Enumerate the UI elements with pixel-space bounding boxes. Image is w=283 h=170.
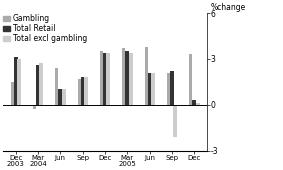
Bar xyxy=(192,100,196,105)
Bar xyxy=(145,47,148,105)
Bar xyxy=(173,105,177,137)
Bar xyxy=(62,89,66,105)
Bar xyxy=(103,53,107,105)
Bar xyxy=(11,82,14,105)
Bar xyxy=(81,77,85,105)
Bar xyxy=(189,54,192,105)
Bar xyxy=(78,79,81,105)
Bar xyxy=(129,53,133,105)
Bar xyxy=(33,105,36,109)
Text: %change: %change xyxy=(211,3,246,12)
Bar xyxy=(84,77,88,105)
Bar xyxy=(36,65,40,105)
Bar xyxy=(170,71,174,105)
Bar xyxy=(125,51,129,105)
Bar xyxy=(39,63,43,105)
Bar xyxy=(100,51,103,105)
Bar xyxy=(167,73,170,105)
Bar xyxy=(58,89,62,105)
Bar xyxy=(17,59,21,105)
Bar xyxy=(55,68,58,105)
Bar xyxy=(14,57,18,105)
Bar xyxy=(123,48,125,105)
Bar xyxy=(196,103,200,105)
Bar xyxy=(151,73,155,105)
Legend: Gambling, Total Retail, Total excl gambling: Gambling, Total Retail, Total excl gambl… xyxy=(3,14,87,44)
Bar xyxy=(106,53,110,105)
Bar xyxy=(148,73,152,105)
